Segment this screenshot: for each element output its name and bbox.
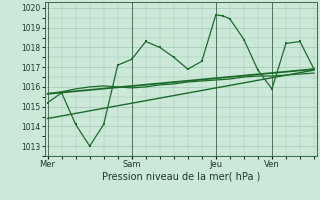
X-axis label: Pression niveau de la mer( hPa ): Pression niveau de la mer( hPa ): [102, 172, 260, 182]
